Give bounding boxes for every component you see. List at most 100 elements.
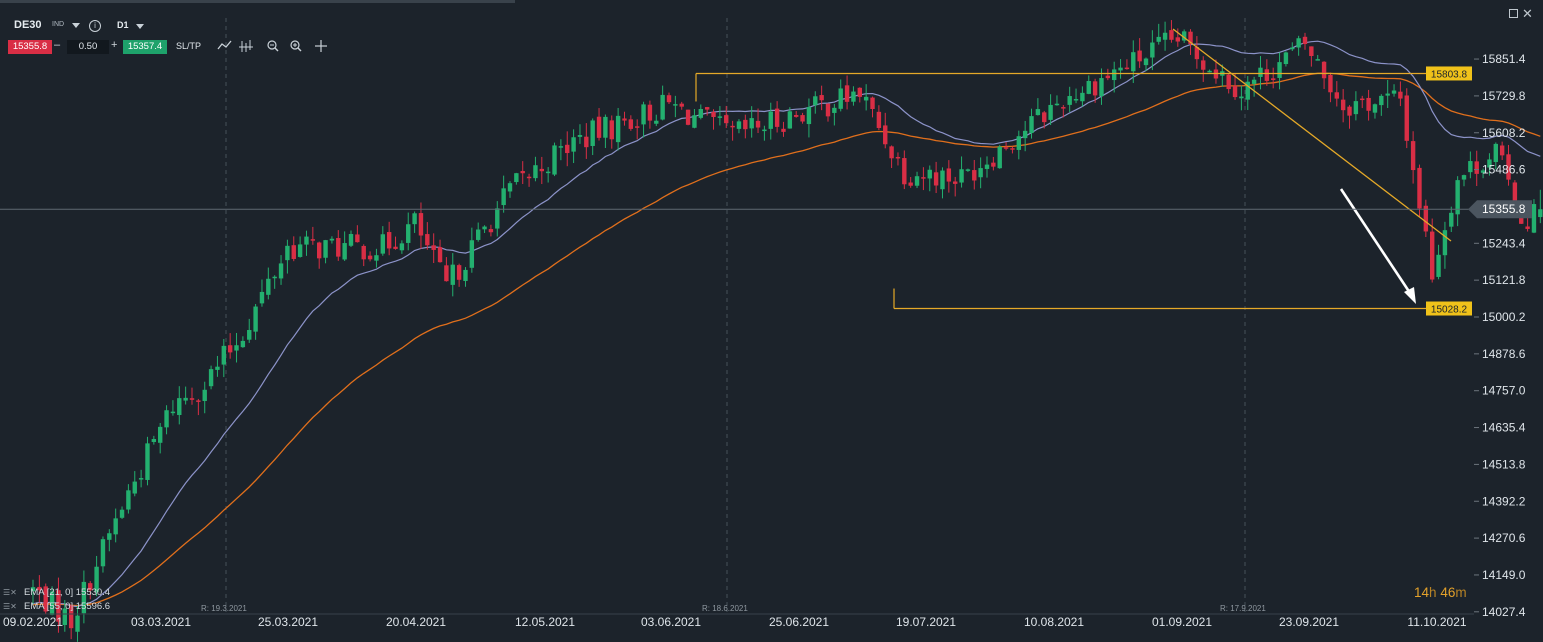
candle-body <box>266 278 271 295</box>
line-icon[interactable] <box>217 40 232 50</box>
candle <box>908 177 913 188</box>
candle <box>1080 86 1085 107</box>
candle <box>895 152 901 166</box>
candle-body <box>469 240 475 268</box>
candle <box>234 332 239 363</box>
y-tick-label: 14392.2 <box>1482 494 1526 508</box>
zoom-out-icon[interactable] <box>267 40 279 52</box>
candle-body <box>1061 107 1066 109</box>
candle <box>336 230 341 261</box>
candle <box>647 100 653 129</box>
y-tick-label: 14757.0 <box>1482 384 1526 398</box>
candle-body <box>1461 175 1467 180</box>
candle <box>730 120 735 141</box>
ema21-legend[interactable]: EMA [21, 0] 15530.4 <box>24 587 111 598</box>
candle-body <box>215 366 220 370</box>
candle <box>1430 218 1435 283</box>
candle <box>615 107 621 151</box>
candle <box>1188 29 1193 55</box>
timeframe-dropdown-icon[interactable] <box>136 24 144 29</box>
candle-body <box>1003 147 1009 149</box>
candle <box>272 275 277 289</box>
candle-body <box>437 247 443 263</box>
increase-quantity-button[interactable]: + <box>111 39 118 51</box>
legend-settings-icon[interactable]: ☰✕ <box>3 602 17 611</box>
maximize-icon[interactable] <box>1509 9 1518 18</box>
candle-body <box>666 95 672 103</box>
ema55-legend[interactable]: EMA [55, 0] 15596.6 <box>24 601 111 612</box>
candle-body <box>1213 69 1219 79</box>
info-icon[interactable]: i <box>89 20 101 32</box>
candle-body <box>170 411 176 414</box>
candle <box>227 333 233 359</box>
candle-body <box>304 236 309 245</box>
candle-body <box>615 115 621 143</box>
close-icon[interactable]: ✕ <box>1522 6 1533 21</box>
candle <box>1366 89 1371 121</box>
candle-body <box>635 126 640 128</box>
candle-body <box>1099 78 1104 97</box>
candle <box>800 112 805 124</box>
candle <box>342 231 347 261</box>
candle-body <box>202 389 207 402</box>
candle <box>126 484 131 514</box>
candle <box>399 240 405 254</box>
candle-body <box>145 443 150 480</box>
candle <box>609 115 614 149</box>
sltp-button[interactable]: SL/TP <box>176 41 202 51</box>
candle-body <box>1442 230 1448 256</box>
candle <box>406 212 411 251</box>
candle-body <box>1271 78 1276 80</box>
candle-body <box>100 539 106 567</box>
candle <box>1112 61 1117 93</box>
candle <box>412 211 417 233</box>
candle-body <box>1372 104 1378 113</box>
timeframe-selector[interactable]: D1 <box>117 20 129 30</box>
indicator-icon[interactable] <box>239 40 253 52</box>
candle <box>285 239 290 274</box>
candle-body <box>189 398 195 400</box>
candle-body <box>1181 31 1187 41</box>
decrease-quantity-button[interactable]: – <box>54 39 61 51</box>
symbol-dropdown-icon[interactable] <box>72 23 80 28</box>
candle-body <box>431 245 436 250</box>
candle-body <box>1251 79 1257 84</box>
candle-body <box>1391 90 1397 94</box>
x-tick-label: 25.03.2021 <box>258 615 318 629</box>
ema21-series <box>32 40 1541 608</box>
candle <box>1239 85 1244 111</box>
candle <box>189 387 195 405</box>
candle <box>138 469 144 488</box>
buy-price-button[interactable]: 15357.4 <box>123 40 167 54</box>
candle <box>215 355 220 377</box>
candle-body <box>813 96 818 106</box>
zoom-in-icon[interactable] <box>290 40 302 52</box>
sell-price-button[interactable]: 15355.8 <box>8 40 52 54</box>
candle <box>253 304 258 340</box>
candle-body <box>342 243 347 260</box>
candle <box>386 221 392 256</box>
candle <box>1010 146 1015 154</box>
candle <box>1449 206 1454 233</box>
candle <box>323 239 328 264</box>
candle-body <box>1150 42 1155 58</box>
candle <box>1442 221 1448 269</box>
candle-body <box>794 115 799 117</box>
candle-body <box>1506 154 1511 180</box>
top-panel-edge <box>0 0 515 3</box>
candle <box>1162 21 1168 51</box>
x-tick-label: 03.06.2021 <box>641 615 701 629</box>
candle-body <box>132 481 137 494</box>
symbol-name[interactable]: DE30 <box>14 19 42 31</box>
candle <box>240 336 246 348</box>
candle <box>1328 72 1333 103</box>
legend-settings-icon[interactable]: ☰✕ <box>3 588 17 597</box>
x-tick-label: 12.05.2021 <box>515 615 575 629</box>
crosshair-icon[interactable] <box>315 40 327 52</box>
candle <box>113 508 118 543</box>
candle-body <box>495 208 500 229</box>
candle-body <box>972 170 977 181</box>
quantity-field[interactable]: 0.50 <box>67 40 109 54</box>
candle <box>1347 105 1352 129</box>
